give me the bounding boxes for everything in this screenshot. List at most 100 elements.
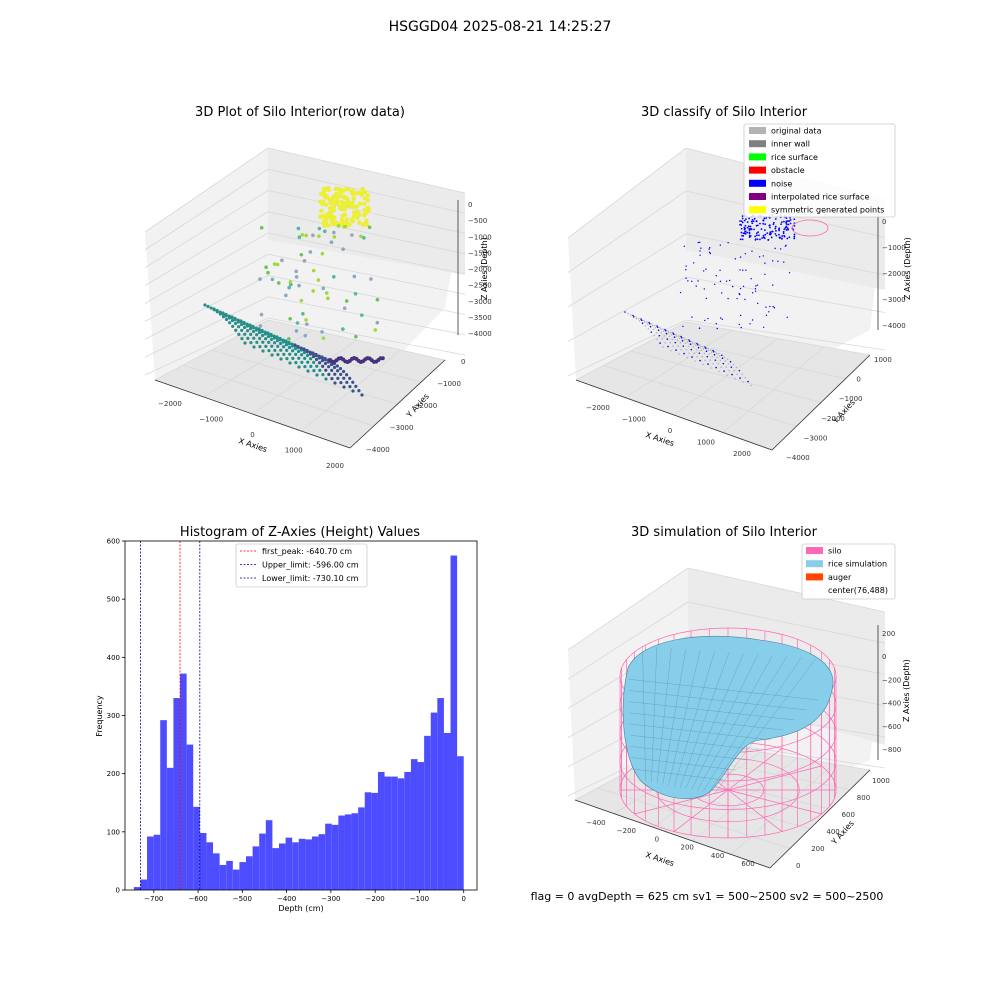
classify-point bbox=[769, 226, 771, 229]
classify-point bbox=[692, 262, 695, 264]
classify-point bbox=[739, 269, 741, 271]
raw-point bbox=[296, 226, 301, 231]
raw-x-tick-label: 1000 bbox=[285, 447, 303, 455]
histogram-bar bbox=[292, 842, 299, 890]
classify-point bbox=[703, 352, 706, 355]
raw-point bbox=[289, 282, 293, 287]
raw-z-tick-label: −3000 bbox=[468, 298, 492, 306]
raw-point bbox=[365, 205, 371, 210]
histogram-bar bbox=[272, 848, 279, 890]
raw-point bbox=[316, 278, 321, 282]
raw-point bbox=[341, 247, 345, 251]
classify-point bbox=[726, 358, 729, 361]
raw-point bbox=[280, 258, 284, 263]
classify-point bbox=[725, 366, 728, 368]
histogram-bar bbox=[206, 842, 214, 890]
classify-rice-surface-marker bbox=[791, 219, 829, 237]
raw-point bbox=[354, 334, 358, 339]
classify-point bbox=[668, 335, 671, 338]
raw-point bbox=[364, 218, 369, 223]
raw-point bbox=[239, 322, 244, 327]
classify-point bbox=[765, 306, 767, 308]
classify-legend-swatch bbox=[749, 193, 766, 200]
classify-point bbox=[736, 373, 738, 376]
classify-point bbox=[772, 284, 774, 286]
classify-point bbox=[756, 238, 759, 241]
classify-point bbox=[768, 224, 771, 227]
classify-point bbox=[744, 230, 746, 233]
raw-z-axis-label: Z Axies (Depth) bbox=[480, 237, 489, 300]
raw-point bbox=[320, 355, 324, 359]
simulation-z-axis-label: Z Axies (Depth) bbox=[902, 659, 911, 722]
classify-point bbox=[727, 363, 730, 365]
classify-panel-title: 3D classify of Silo Interior bbox=[641, 105, 808, 120]
raw-point-cloud bbox=[203, 185, 385, 397]
classify-point-cloud bbox=[624, 214, 829, 387]
classify-point bbox=[715, 274, 718, 277]
classify-point bbox=[651, 324, 654, 327]
raw-point bbox=[293, 346, 298, 351]
simulation-legend-swatch bbox=[806, 573, 823, 581]
raw-point bbox=[317, 354, 321, 358]
raw-point bbox=[303, 356, 307, 360]
raw-point bbox=[299, 346, 303, 350]
classify-point bbox=[703, 288, 705, 290]
simulation-panel-title: 3D simulation of Silo Interior bbox=[631, 525, 818, 540]
classify-point bbox=[644, 325, 647, 327]
silo-floor-spoke bbox=[673, 789, 729, 832]
classify-point bbox=[657, 329, 660, 331]
classify-point bbox=[739, 287, 742, 290]
classify-legend-swatch bbox=[749, 140, 766, 148]
classify-point bbox=[759, 238, 761, 241]
raw-point bbox=[267, 349, 271, 353]
raw-point bbox=[303, 365, 307, 369]
classify-y-tick-label: −1000 bbox=[839, 395, 863, 403]
raw-point bbox=[285, 357, 289, 361]
raw-point bbox=[234, 328, 238, 332]
raw-point bbox=[357, 201, 363, 206]
raw-point bbox=[327, 365, 331, 369]
classify-point bbox=[754, 290, 757, 292]
raw-point bbox=[300, 360, 304, 364]
raw-point bbox=[321, 364, 325, 368]
silo-floor-spoke bbox=[634, 789, 729, 815]
raw-point bbox=[359, 234, 363, 239]
raw-point bbox=[338, 366, 343, 371]
raw-point bbox=[331, 204, 337, 209]
raw-point bbox=[275, 335, 279, 339]
classify-point bbox=[691, 316, 693, 318]
raw-point bbox=[317, 226, 322, 231]
classify-point bbox=[724, 360, 727, 362]
classify-point bbox=[719, 359, 722, 362]
classify-point bbox=[730, 366, 733, 368]
rice-mesh-line bbox=[691, 654, 758, 790]
raw-point bbox=[294, 352, 298, 356]
classify-point bbox=[667, 345, 669, 348]
classify-point bbox=[697, 346, 700, 349]
raw-point bbox=[224, 317, 229, 322]
raw-point bbox=[330, 377, 334, 381]
classify-point bbox=[783, 234, 786, 237]
raw-point bbox=[252, 345, 256, 349]
raw-point bbox=[299, 252, 304, 257]
classify-point bbox=[702, 363, 704, 366]
raw-point bbox=[309, 364, 313, 368]
raw-point bbox=[264, 344, 268, 348]
classify-point bbox=[783, 228, 786, 231]
histogram-bar bbox=[252, 846, 260, 890]
raw-point bbox=[278, 336, 282, 341]
classify-point bbox=[684, 342, 687, 345]
grid-line bbox=[658, 336, 846, 380]
raw-point bbox=[340, 206, 346, 212]
raw-point bbox=[300, 233, 305, 237]
classify-point bbox=[660, 332, 663, 334]
raw-x-tick-label: 0 bbox=[250, 431, 254, 439]
classify-z-tick-label: 0 bbox=[882, 218, 886, 226]
classify-point bbox=[683, 338, 686, 341]
classify-point bbox=[710, 349, 712, 351]
classify-point bbox=[740, 227, 743, 230]
raw-point bbox=[287, 337, 291, 341]
classify-point bbox=[721, 318, 723, 321]
classify-point bbox=[786, 227, 789, 230]
classify-point bbox=[667, 331, 670, 334]
